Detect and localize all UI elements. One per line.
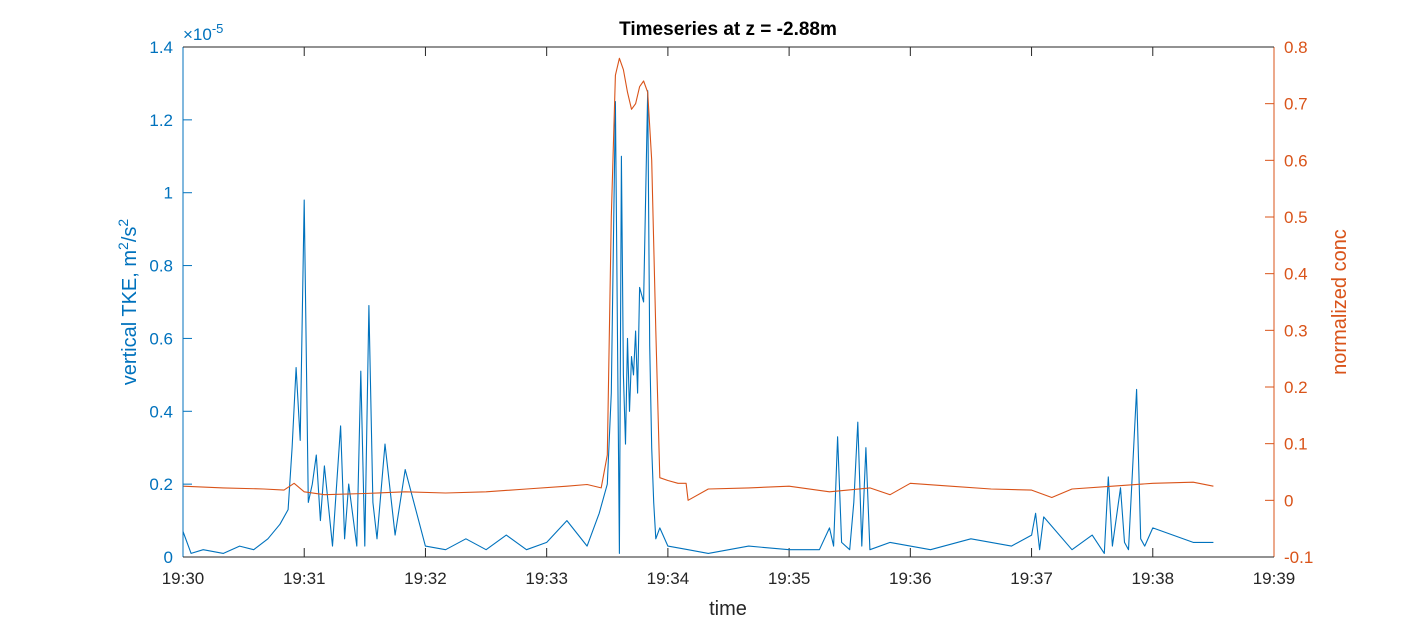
- x-tick-label: 19:33: [525, 569, 568, 588]
- x-tick-label: 19:35: [768, 569, 811, 588]
- left-axis-label-sup2: 2: [115, 219, 131, 227]
- left-axis-ticks: 0 0.2 0.4 0.6 0.8 1 1.2 1.4: [149, 38, 192, 567]
- right-tick-label: 0.5: [1284, 208, 1308, 227]
- plot-area: [183, 47, 1274, 557]
- left-axis-label-mid: /s: [119, 227, 141, 243]
- left-axis-exponent-prefix: ×10: [183, 25, 212, 44]
- x-tick-label: 19:34: [647, 569, 690, 588]
- series-line-tke: [182, 90, 1214, 554]
- left-tick-label: 1: [164, 184, 173, 203]
- left-axis-exponent-power: -5: [212, 21, 224, 36]
- left-tick-label: 1.4: [149, 38, 173, 57]
- right-axis-label: normalized conc: [1329, 229, 1351, 375]
- right-tick-label: 0.2: [1284, 378, 1308, 397]
- right-tick-label: -0.1: [1284, 548, 1313, 567]
- right-tick-label: 0.7: [1284, 95, 1308, 114]
- left-tick-label: 1.2: [149, 111, 173, 130]
- left-tick-label: 0: [164, 548, 173, 567]
- right-axis-ticks: -0.1 0 0.1 0.2 0.3 0.4 0.5 0.6 0.7 0.8: [1265, 38, 1313, 567]
- chart-title: Timeseries at z = -2.88m: [619, 19, 837, 40]
- right-tick-label: 0.6: [1284, 151, 1308, 170]
- x-tick-label: 19:37: [1010, 569, 1053, 588]
- left-tick-label: 0.2: [149, 475, 173, 494]
- right-tick-label: 0: [1284, 491, 1293, 510]
- series-layer: [182, 57, 1214, 554]
- x-tick-label: 19:36: [889, 569, 932, 588]
- x-tick-label: 19:31: [283, 569, 326, 588]
- right-tick-label: 0.4: [1284, 265, 1308, 284]
- left-tick-label: 0.8: [149, 257, 173, 276]
- left-axis-label: vertical TKE, m2/s2: [115, 219, 141, 386]
- left-axis-label-main: vertical TKE, m: [119, 250, 141, 385]
- x-tick-label: 19:30: [162, 569, 205, 588]
- x-axis-ticks: 19:30 19:31 19:32 19:33 19:34 19:35 19:36 19:37…: [162, 47, 1296, 588]
- x-axis-label: time: [709, 598, 747, 620]
- right-tick-label: 0.8: [1284, 38, 1308, 57]
- x-tick-label: 19:32: [404, 569, 447, 588]
- x-tick-label: 19:39: [1253, 569, 1296, 588]
- right-tick-label: 0.1: [1284, 435, 1308, 454]
- left-tick-label: 0.6: [149, 329, 173, 348]
- right-tick-label: 0.3: [1284, 321, 1308, 340]
- x-tick-label: 19:38: [1132, 569, 1175, 588]
- series-line-conc: [182, 57, 1214, 501]
- left-tick-label: 0.4: [149, 402, 173, 421]
- left-axis-exponent: ×10-5: [183, 21, 223, 44]
- left-axis-label-sup1: 2: [115, 242, 131, 250]
